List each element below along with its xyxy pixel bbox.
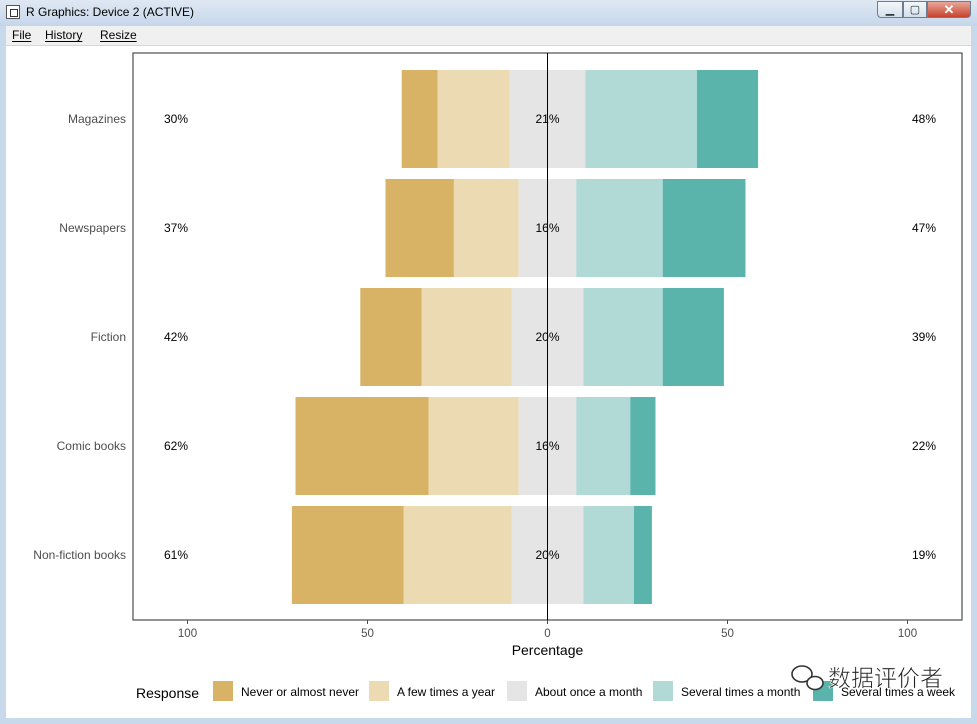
left-percent-label: 37% (164, 221, 188, 235)
right-percent-label: 47% (912, 221, 936, 235)
legend-label: A few times a year (397, 685, 495, 699)
bar-segment (295, 397, 429, 495)
bar-segment (428, 397, 519, 495)
category-label: Newspapers (59, 221, 126, 235)
legend-key (653, 681, 673, 701)
legend-label: About once a month (535, 685, 642, 699)
left-percent-label: 42% (164, 330, 188, 344)
x-tick-label: 100 (898, 628, 917, 640)
bar-segment (630, 397, 656, 495)
bar-segment (662, 179, 746, 277)
legend-label: Several times a week (841, 685, 956, 699)
window-title: R Graphics: Device 2 (ACTIVE) (26, 5, 195, 19)
right-percent-label: 48% (912, 112, 936, 126)
center-percent-label: 20% (535, 548, 559, 562)
bar-segment (583, 288, 663, 386)
bar-segment (403, 506, 512, 604)
menu-bar: File History Resize (6, 26, 971, 46)
bar-segment (576, 397, 631, 495)
bar-segment (585, 70, 697, 168)
close-button[interactable]: ✕ (927, 1, 971, 18)
category-label: Fiction (91, 330, 126, 344)
wechat-icon (791, 665, 824, 691)
x-tick-label: 50 (721, 628, 734, 640)
x-axis: 100 50 0 50 100 (178, 620, 917, 640)
bar-segment (360, 288, 422, 386)
bar-segment (437, 70, 510, 168)
menu-history[interactable]: History (45, 28, 83, 42)
category-label: Magazines (68, 112, 126, 126)
watermark-text: 数据评价者 (828, 665, 943, 691)
legend-key (213, 681, 233, 701)
bar-segment (583, 506, 634, 604)
bar-segment (453, 179, 519, 277)
app-window-icon (6, 5, 20, 19)
x-tick-label: 100 (178, 628, 197, 640)
x-tick-label: 50 (361, 628, 374, 640)
bars-layer (291, 70, 759, 604)
bar-segment (696, 70, 759, 168)
graphics-device: Magazines Newspapers Fiction Comic books Non… (6, 46, 971, 718)
category-label: Non-fiction books (33, 548, 126, 562)
maximize-button[interactable]: ▢ (903, 1, 927, 18)
center-percent-label: 16% (535, 221, 559, 235)
bar-segment (401, 70, 438, 168)
center-percent-label: 16% (535, 439, 559, 453)
legend-label: Several times a month (681, 685, 800, 699)
likert-chart: Magazines Newspapers Fiction Comic books Non… (33, 52, 963, 701)
window-controls: ▁ ▢ ✕ (877, 1, 971, 19)
bar-value-labels: 30% 21% 48% 37% 16% 47% 42% 20% 39% 62% 16% 22% 61% 2… (164, 112, 936, 562)
center-percent-label: 21% (535, 112, 559, 126)
right-percent-label: 22% (912, 439, 936, 453)
bar-segment (421, 288, 512, 386)
legend-label: Never or almost never (241, 685, 359, 699)
category-labels: Magazines Newspapers Fiction Comic books Non… (33, 112, 126, 562)
left-percent-label: 62% (164, 439, 188, 453)
x-axis-title: Percentage (512, 642, 584, 658)
bar-segment (291, 506, 404, 604)
legend-key (369, 681, 389, 701)
bar-segment (633, 506, 652, 604)
center-percent-label: 20% (535, 330, 559, 344)
menu-resize[interactable]: Resize (100, 28, 137, 42)
menu-file[interactable]: File (12, 28, 32, 42)
left-percent-label: 61% (164, 548, 188, 562)
category-label: Comic books (57, 439, 126, 453)
minimize-button[interactable]: ▁ (877, 1, 903, 18)
bar-segment (662, 288, 724, 386)
left-percent-label: 30% (164, 112, 188, 126)
right-percent-label: 39% (912, 330, 936, 344)
watermark: 数据评价者 (791, 665, 943, 691)
right-percent-label: 19% (912, 548, 936, 562)
bar-segment (385, 179, 454, 277)
title-bar[interactable]: R Graphics: Device 2 (ACTIVE) ▁ ▢ ✕ (0, 0, 977, 26)
legend: Response Never or almost never A few times… (136, 681, 956, 701)
bar-segment (576, 179, 663, 277)
legend-key (507, 681, 527, 701)
x-tick-label: 0 (544, 628, 550, 640)
legend-title: Response (136, 685, 199, 701)
